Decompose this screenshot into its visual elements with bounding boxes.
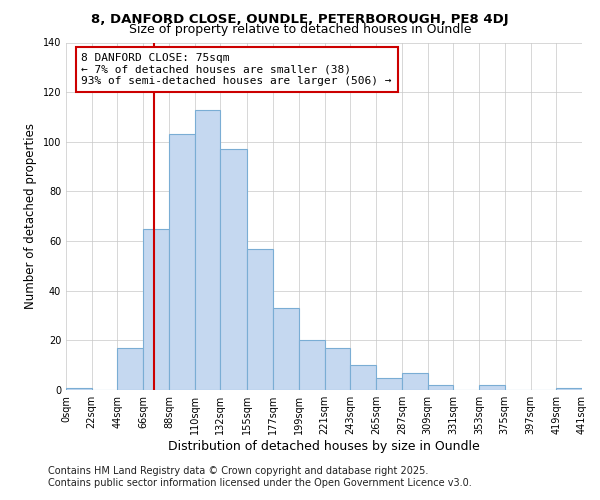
Bar [195, 110, 220, 390]
Text: Contains HM Land Registry data © Crown copyright and database right 2025.
Contai: Contains HM Land Registry data © Crown c… [48, 466, 472, 487]
X-axis label: Distribution of detached houses by size in Oundle: Distribution of detached houses by size … [168, 440, 480, 453]
Bar [376, 378, 402, 390]
Bar [273, 308, 299, 390]
Text: 8, DANFORD CLOSE, OUNDLE, PETERBOROUGH, PE8 4DJ: 8, DANFORD CLOSE, OUNDLE, PETERBOROUGH, … [91, 12, 509, 26]
Text: Size of property relative to detached houses in Oundle: Size of property relative to detached ho… [129, 22, 471, 36]
Bar [350, 365, 376, 390]
Bar [247, 248, 273, 390]
Bar [299, 340, 325, 390]
Bar [325, 348, 350, 390]
Bar [220, 149, 247, 390]
Bar [169, 134, 195, 390]
Bar [66, 388, 92, 390]
Bar [479, 385, 505, 390]
Bar [402, 372, 428, 390]
Bar [143, 228, 169, 390]
Y-axis label: Number of detached properties: Number of detached properties [24, 123, 37, 309]
Bar [556, 388, 582, 390]
Text: 8 DANFORD CLOSE: 75sqm
← 7% of detached houses are smaller (38)
93% of semi-deta: 8 DANFORD CLOSE: 75sqm ← 7% of detached … [82, 53, 392, 86]
Bar [118, 348, 143, 390]
Bar [428, 385, 453, 390]
